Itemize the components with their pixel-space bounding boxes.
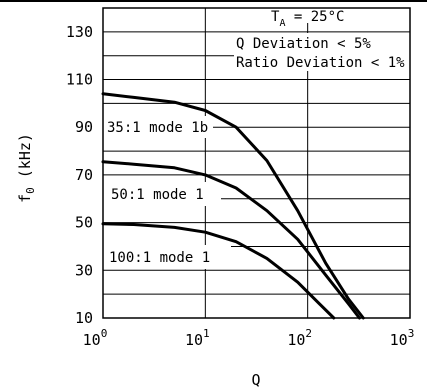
ambient-temperature-label: TA = 25°C [271,9,344,29]
y-tick-labels: 130 110 90 70 50 30 10 [66,23,93,327]
y-axis-title: f0 (kHz) [16,133,37,203]
y-tick-label: 10 [75,309,93,327]
series-label-100-1: 100:1 mode 1 [109,250,210,266]
x-tick-label: 101 [185,327,210,349]
x-tick-labels: 100 101 102 103 [83,327,415,349]
y-tick-label: 30 [75,261,93,279]
x-tick-label: 100 [83,327,108,349]
series-group [101,92,365,320]
ratio-deviation-label: Ratio Deviation < 1% [236,55,405,71]
y-tick-label: 70 [75,166,93,184]
conditions: TA = 25°C Q Deviation < 5% Ratio Deviati… [236,9,405,71]
plot-frame [102,7,411,319]
y-tick-label: 90 [75,118,93,136]
top-rule [0,0,427,2]
x-tick-label: 103 [390,327,415,349]
series-label-35-1: 35:1 mode 1b [107,120,208,136]
y-tick-label: 50 [75,214,93,232]
y-tick-label: 130 [66,23,93,41]
series-line-2 [101,222,336,320]
x-axis-title: Q [251,371,260,389]
annotation-boxes [103,7,412,269]
series-line-1 [101,160,361,320]
series-label-50-1: 50:1 mode 1 [111,187,204,203]
q-deviation-label: Q Deviation < 5% [236,36,371,52]
series-labels: 35:1 mode 1b 50:1 mode 1 100:1 mode 1 [107,120,210,266]
series-line-0 [101,92,365,320]
x-tick-label: 102 [287,327,312,349]
y-tick-label: 110 [66,71,93,89]
